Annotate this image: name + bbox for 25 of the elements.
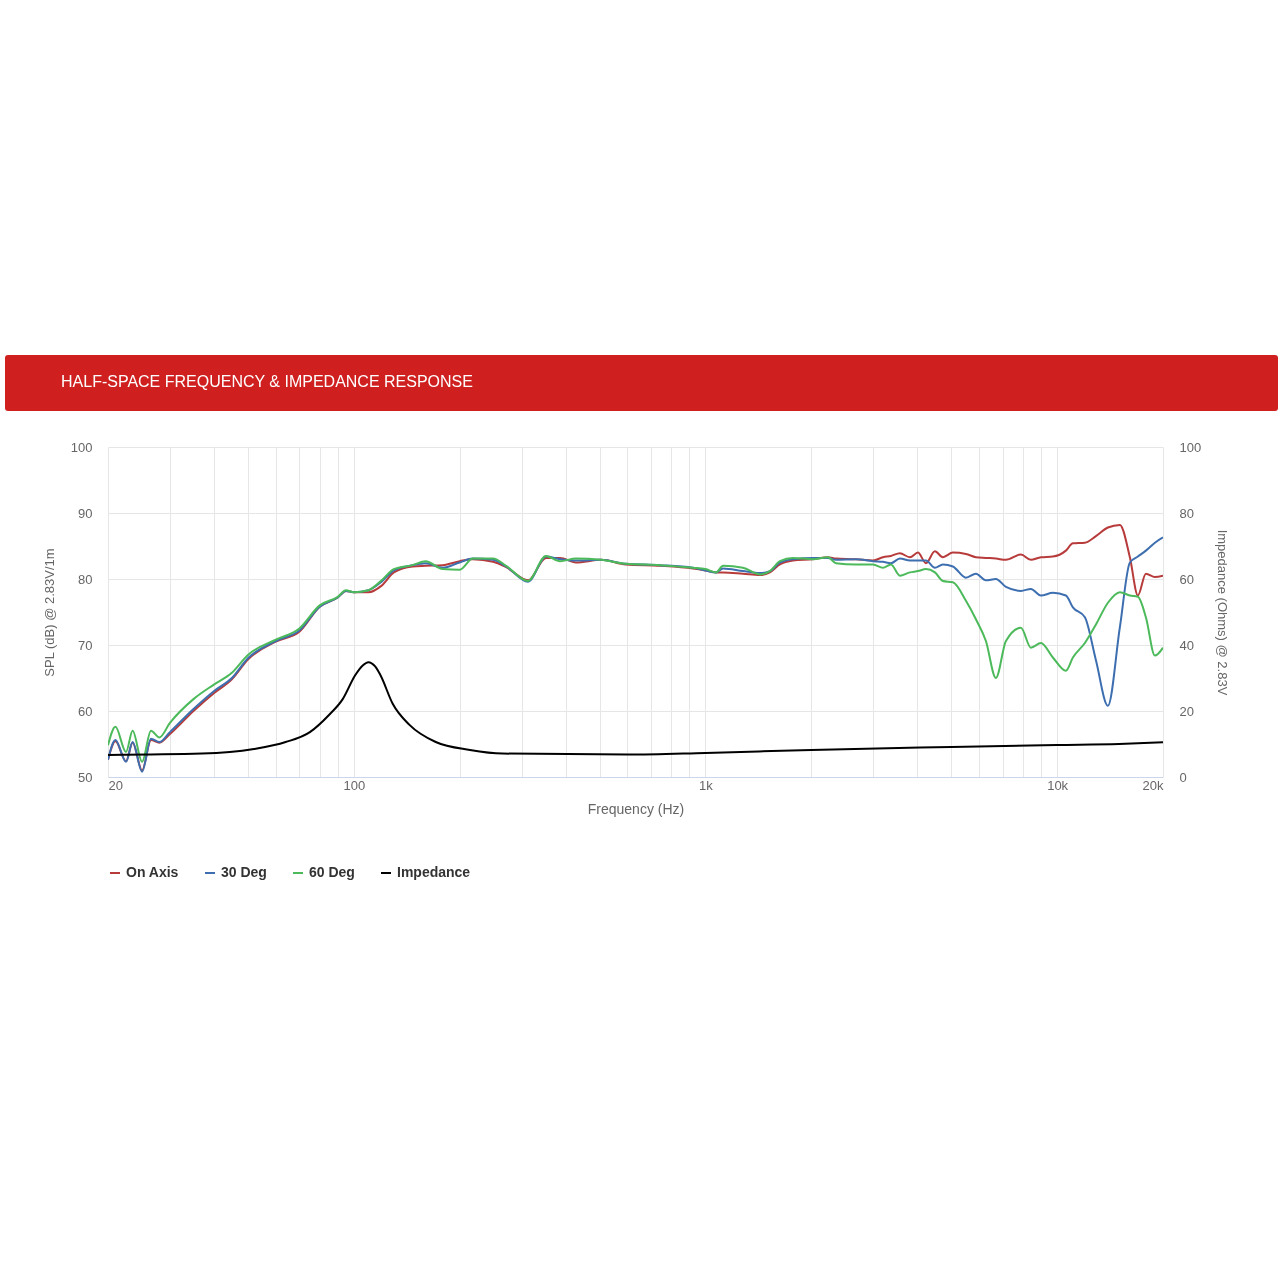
legend-label: 30 Deg	[221, 864, 267, 880]
y2-tick-label: 20	[1179, 703, 1194, 719]
y-tick-label: 60	[78, 703, 93, 719]
y-tick-label: 80	[78, 571, 93, 587]
y-tick-label: 70	[78, 637, 93, 653]
y2-tick-label: 60	[1179, 571, 1194, 587]
x-tick-label: 20k	[1142, 777, 1164, 793]
x-tick-label: 1k	[699, 777, 714, 793]
y2-tick-label: 80	[1179, 505, 1194, 521]
y-tick-label: 90	[78, 505, 93, 521]
y2-tick-label: 0	[1179, 769, 1187, 785]
x-tick-label: 100	[343, 777, 366, 793]
y-tick-label: 50	[78, 769, 93, 785]
y-tick-label: 100	[70, 439, 93, 455]
legend-label: On Axis	[126, 864, 179, 880]
y2-axis-title: Impedance (Ohms) @ 2.83V	[1215, 529, 1231, 696]
chart-title: HALF-SPACE FREQUENCY & IMPEDANCE RESPONSE	[61, 373, 473, 391]
y2-tick-label: 100	[1179, 439, 1202, 455]
y2-tick-label: 40	[1179, 637, 1194, 653]
y-axis-title: SPL (dB) @ 2.83V/1m	[41, 548, 57, 677]
x-tick-label: 20	[108, 777, 123, 793]
x-axis-title: Frequency (Hz)	[587, 800, 685, 817]
legend-label: 60 Deg	[309, 864, 355, 880]
legend-label: Impedance	[397, 864, 471, 880]
x-tick-label: 10k	[1047, 777, 1069, 793]
